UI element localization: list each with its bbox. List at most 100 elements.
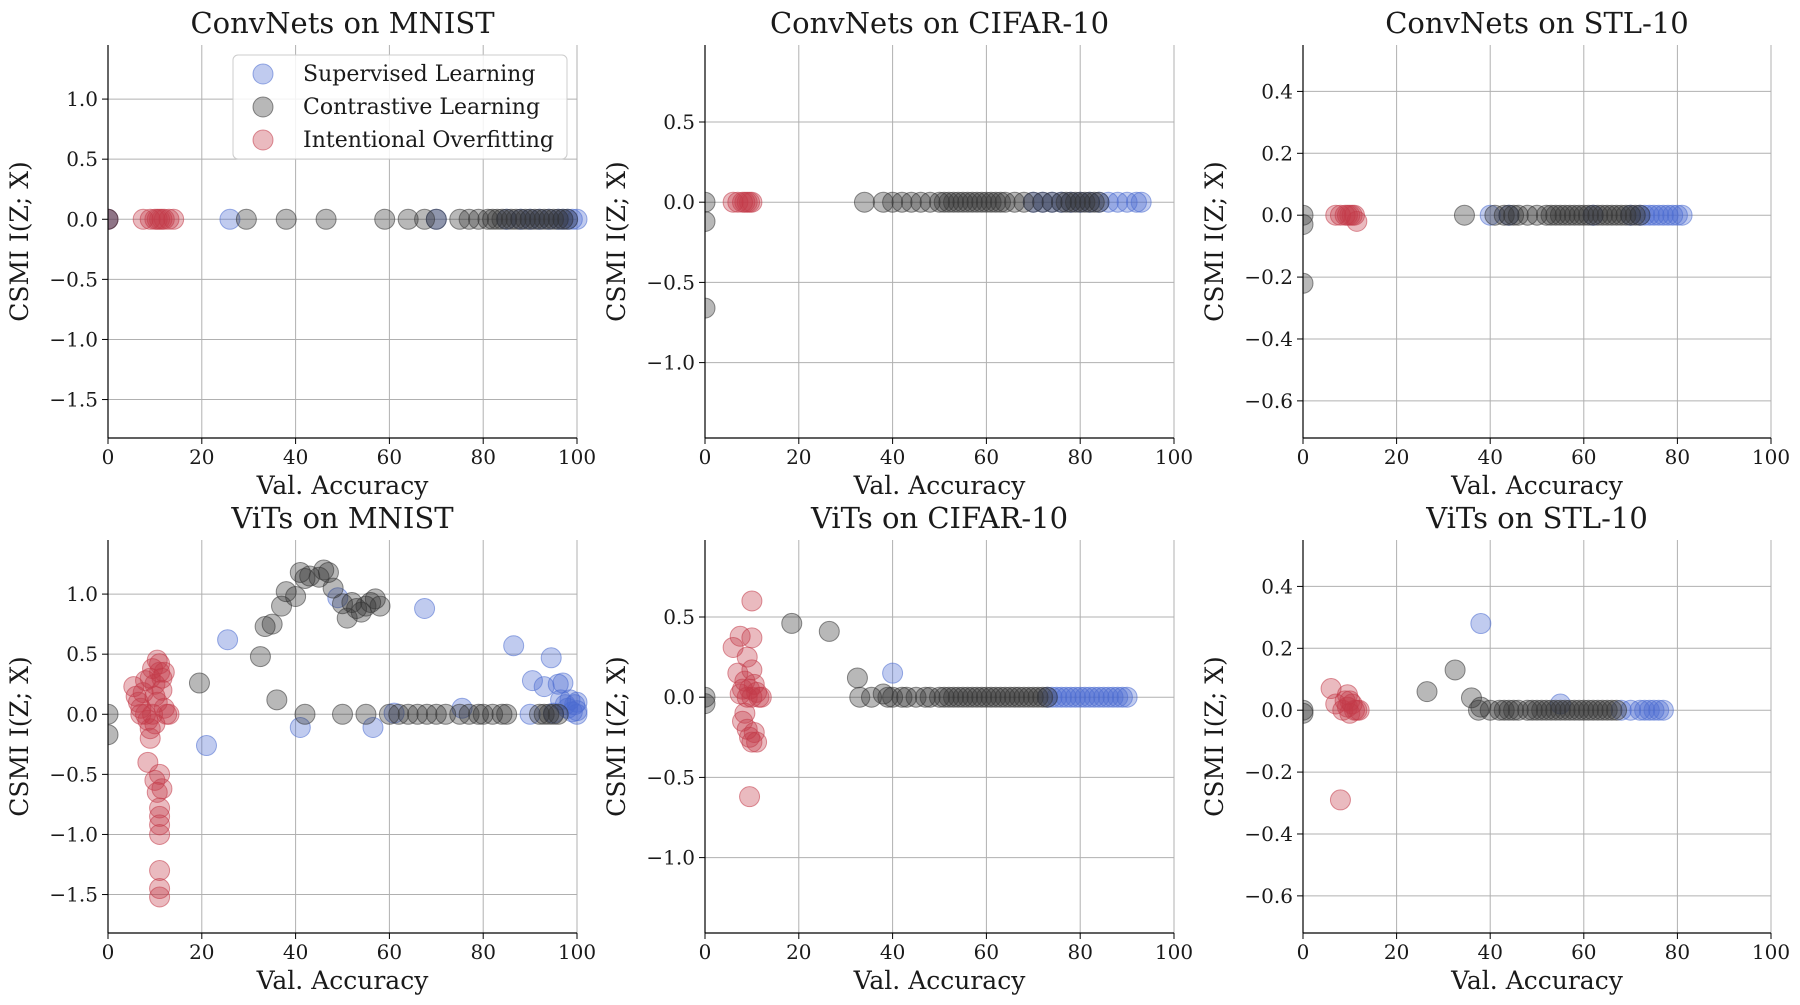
markers-group: [705, 191, 1152, 319]
x-axis-label: Val. Accuracy: [853, 471, 1027, 500]
point-contrastive: [1444, 659, 1466, 681]
point-contrastive: [491, 703, 513, 725]
point-contrastive: [1629, 204, 1651, 226]
y-tick-label: 0.5: [66, 147, 98, 171]
legend-label-supervised: Supervised Learning: [303, 62, 535, 87]
x-tick-label: 40: [880, 940, 905, 964]
point-contrastive: [108, 703, 119, 725]
x-tick-label: 100: [1155, 445, 1193, 469]
point-contrastive: [1620, 204, 1642, 226]
legend-box: [232, 54, 568, 160]
point-supervised: [1111, 686, 1133, 708]
point-contrastive: [1596, 699, 1618, 721]
point-overfitting: [741, 627, 763, 649]
y-tick-label: −0.6: [1244, 389, 1293, 413]
point-contrastive: [1022, 191, 1044, 213]
y-tick-label: −1.5: [49, 883, 98, 907]
point-supervised: [1648, 699, 1670, 721]
point-contrastive: [188, 672, 210, 694]
x-tick-label: 20: [1384, 445, 1409, 469]
point-contrastive: [849, 686, 871, 708]
point-overfitting: [149, 823, 171, 845]
point-contrastive: [275, 581, 297, 603]
point-contrastive: [1517, 204, 1539, 226]
x-tick-label: 60: [974, 445, 999, 469]
x-tick-label: 80: [1665, 445, 1690, 469]
y-tick-label: −1.0: [646, 351, 695, 375]
x-tick-label: 80: [470, 940, 495, 964]
point-contrastive: [1032, 686, 1054, 708]
y-tick-label: 0.0: [1261, 203, 1293, 227]
point-contrastive: [414, 208, 436, 230]
point-contrastive: [1083, 191, 1105, 213]
point-contrastive: [1013, 191, 1035, 213]
x-tick-label: 0: [699, 940, 712, 964]
x-axis-label: Val. Accuracy: [1450, 966, 1624, 995]
markers-group: [108, 559, 588, 908]
point-contrastive: [449, 208, 471, 230]
x-tick-label: 40: [283, 445, 308, 469]
y-axis-label: CSMI I(Z; X): [1200, 161, 1229, 322]
chart-title: ConvNets on CIFAR-10: [770, 6, 1109, 40]
point-supervised: [1652, 699, 1674, 721]
point-supervised: [1107, 191, 1129, 213]
x-tick-label: 100: [1752, 940, 1790, 964]
point-contrastive: [1032, 191, 1054, 213]
y-axis-label: CSMI I(Z; X): [5, 656, 34, 817]
markers-group: [108, 208, 588, 230]
point-overfitting: [151, 679, 173, 701]
point-supervised: [1125, 191, 1147, 213]
y-tick-label: −1.0: [49, 822, 98, 846]
point-overfitting: [149, 878, 171, 900]
point-overfitting: [1329, 789, 1351, 811]
x-tick-label: 100: [1155, 940, 1193, 964]
point-contrastive: [1498, 204, 1520, 226]
point-contrastive: [397, 208, 419, 230]
x-axis-label: Val. Accuracy: [256, 966, 430, 995]
point-contrastive: [285, 585, 307, 607]
legend-marker-contrastive: [252, 96, 274, 118]
x-tick-label: 0: [1297, 940, 1310, 964]
y-tick-label: 0.5: [66, 642, 98, 666]
y-axis-label: CSMI I(Z; X): [602, 161, 631, 322]
y-tick-label: −1.5: [49, 388, 98, 412]
point-contrastive: [705, 693, 716, 715]
point-contrastive: [985, 191, 1007, 213]
point-contrastive: [1079, 191, 1101, 213]
y-tick-label: −0.5: [49, 267, 98, 291]
point-contrastive: [378, 703, 400, 725]
y-tick-label: −0.6: [1244, 884, 1293, 908]
chart-title: ConvNets on MNIST: [190, 6, 495, 40]
point-contrastive: [1036, 686, 1058, 708]
y-tick-label: −1.0: [49, 327, 98, 351]
x-tick-label: 0: [699, 445, 712, 469]
y-tick-label: 0.0: [66, 207, 98, 231]
point-supervised: [217, 629, 239, 651]
point-supervised: [1666, 204, 1688, 226]
point-contrastive: [547, 703, 569, 725]
y-tick-label: 0.4: [1261, 79, 1293, 103]
point-overfitting: [734, 702, 756, 724]
point-overfitting: [741, 191, 763, 213]
point-overfitting: [1348, 699, 1370, 721]
y-tick-label: 0.2: [1261, 141, 1293, 165]
point-supervised: [503, 635, 525, 657]
y-tick-label: 0.0: [663, 190, 695, 214]
point-contrastive: [1303, 204, 1314, 226]
y-tick-label: −0.5: [646, 765, 695, 789]
point-overfitting: [158, 208, 180, 230]
point-contrastive: [458, 208, 480, 230]
y-tick-label: −1.0: [646, 846, 695, 870]
point-contrastive: [1498, 699, 1520, 721]
point-supervised: [289, 716, 311, 738]
y-tick-label: −0.2: [1244, 760, 1293, 784]
point-overfitting: [743, 673, 765, 695]
point-contrastive: [369, 595, 391, 617]
chart-panel-4: 0 20 40 60 80 100 −1.0 −0.5 0.0 0.5 ViTs on CIFAR-…: [602, 501, 1193, 995]
point-supervised: [1116, 686, 1138, 708]
point-contrastive: [543, 703, 565, 725]
point-supervised: [1470, 613, 1492, 635]
point-overfitting: [727, 662, 749, 684]
point-overfitting: [739, 786, 761, 808]
x-tick-label: 80: [1665, 940, 1690, 964]
